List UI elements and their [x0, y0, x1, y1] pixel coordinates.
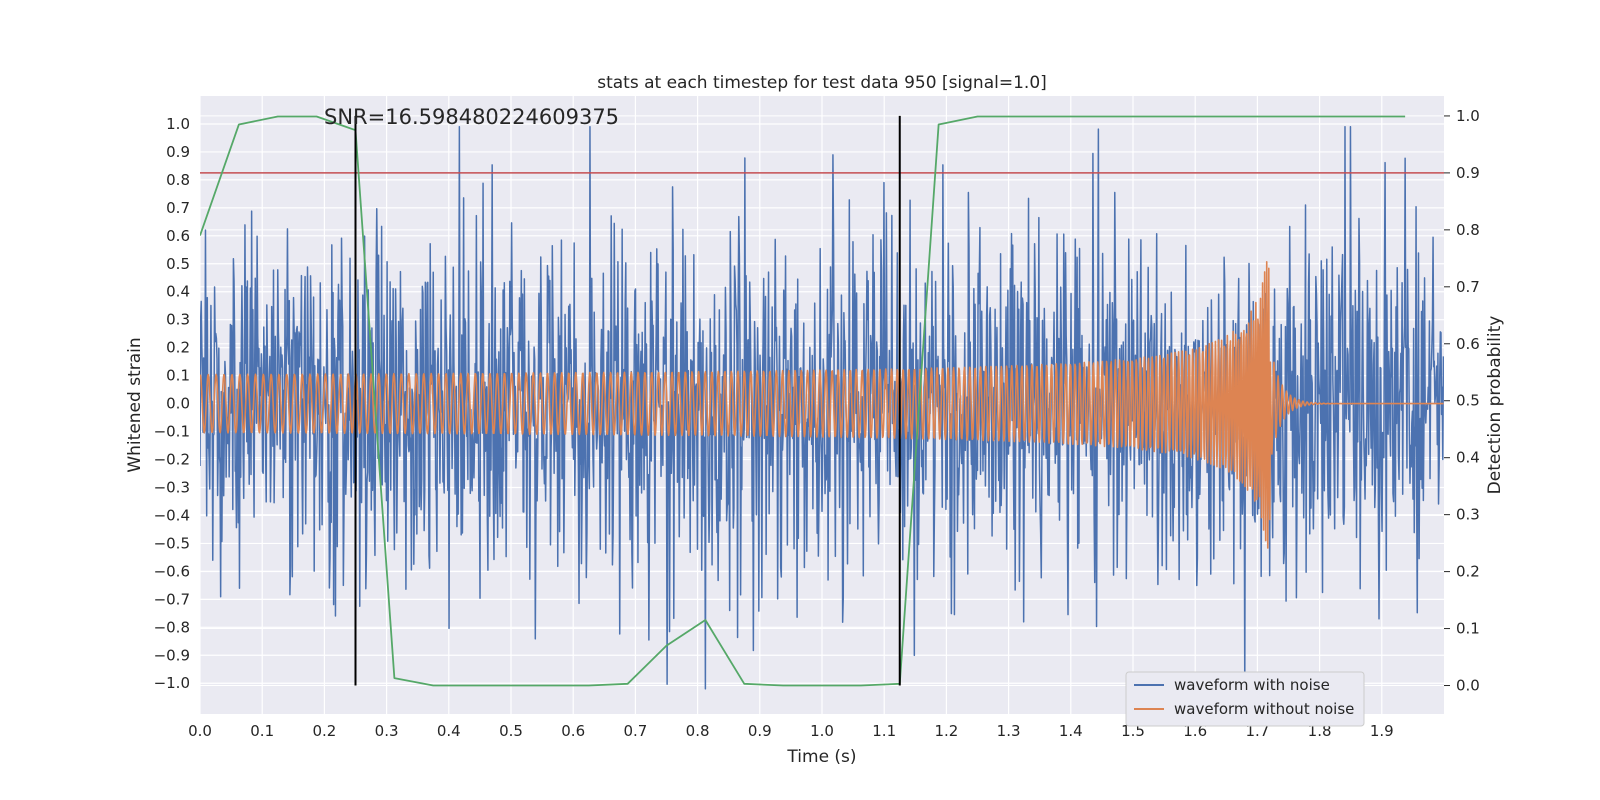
left-y-axis-ticks: 1.0 0.9 0.8 0.7 0.6 0.5 0.4 0.3 0.2 0.1 0.0 −0.1 −0.…: [154, 115, 190, 692]
chart-title: stats at each timestep for test data 950…: [597, 73, 1047, 93]
right-y-tick-label: 0.7: [1456, 278, 1480, 296]
left-y-tick-label: −0.4: [154, 506, 190, 524]
detection-probability-line: [200, 115, 1406, 687]
x-tick-label: 1.9: [1370, 722, 1394, 740]
left-y-tick-label: −0.1: [154, 423, 190, 441]
left-y-tick-label: 0.3: [166, 311, 190, 329]
left-y-tick-label: 0.7: [166, 199, 190, 217]
left-y-tick-label: 0.2: [166, 339, 190, 357]
legend-label-chirp: waveform without noise: [1174, 700, 1354, 718]
x-tick-label: 1.4: [1059, 722, 1083, 740]
x-tick-label: 1.0: [810, 722, 834, 740]
x-tick-label: 1.3: [997, 722, 1021, 740]
right-y-tick-label: 1.0: [1456, 107, 1480, 125]
left-y-tick-label: 0.9: [166, 143, 190, 161]
right-y-tick-label: 0.5: [1456, 392, 1480, 410]
left-y-tick-label: 0.4: [166, 283, 190, 301]
x-tick-label: 0.3: [375, 722, 399, 740]
right-y-axis-label: Detection probability: [1485, 316, 1505, 495]
left-y-tick-label: 0.8: [166, 171, 190, 189]
left-y-tick-label: −0.5: [154, 534, 190, 552]
left-y-tick-label: 0.0: [166, 395, 190, 413]
x-tick-label: 0.7: [623, 722, 647, 740]
x-tick-label: 0.8: [686, 722, 710, 740]
legend-box: [1125, 671, 1365, 727]
left-y-tick-label: −0.2: [154, 451, 190, 469]
x-tick-label: 0.5: [499, 722, 523, 740]
plot-series: [200, 115, 1444, 690]
right-y-tick-label: 0.9: [1456, 164, 1480, 182]
legend-label-noise: waveform with noise: [1174, 676, 1330, 694]
left-y-tick-label: −0.7: [154, 590, 190, 608]
left-y-tick-label: −0.3: [154, 478, 190, 496]
x-tick-label: 1.1: [872, 722, 896, 740]
left-y-tick-label: −0.8: [154, 618, 190, 636]
left-y-tick-label: −0.9: [154, 646, 190, 664]
right-y-tick-label: 0.6: [1456, 335, 1480, 353]
legend: waveform with noise waveform without noi…: [1125, 671, 1365, 727]
x-tick-label: 0.2: [312, 722, 336, 740]
left-y-tick-label: 0.1: [166, 367, 190, 385]
right-y-tick-label: 0.8: [1456, 221, 1480, 239]
right-y-tick-label: 0.3: [1456, 506, 1480, 524]
left-y-tick-label: −0.6: [154, 562, 190, 580]
series-waveform-without-noise-line: [200, 261, 1444, 549]
left-y-tick-label: 1.0: [166, 115, 190, 133]
snr-annotation: SNR=16.598480224609375: [324, 105, 619, 129]
right-y-axis-ticks: 1.0 0.9 0.8 0.7 0.6 0.5 0.4 0.3 0.2 0.1 0.0: [1444, 107, 1480, 695]
left-y-tick-label: 0.5: [166, 255, 190, 273]
x-tick-label: 0.9: [748, 722, 772, 740]
x-tick-label: 0.4: [437, 722, 461, 740]
right-y-tick-label: 0.0: [1456, 677, 1480, 695]
right-y-tick-label: 0.1: [1456, 620, 1480, 638]
right-y-tick-label: 0.4: [1456, 449, 1480, 467]
left-y-tick-label: −1.0: [154, 674, 190, 692]
x-tick-label: 0.1: [250, 722, 274, 740]
left-y-axis-label: Whitened strain: [125, 337, 145, 472]
x-tick-label: 1.2: [934, 722, 958, 740]
left-y-tick-label: 0.6: [166, 227, 190, 245]
right-y-tick-label: 0.2: [1456, 563, 1480, 581]
x-axis-label: Time (s): [786, 747, 856, 767]
x-tick-label: 0.0: [188, 722, 212, 740]
x-tick-label: 0.6: [561, 722, 585, 740]
